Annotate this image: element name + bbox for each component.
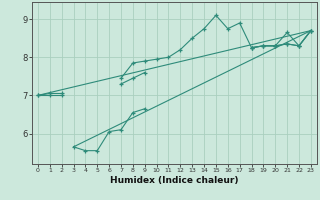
X-axis label: Humidex (Indice chaleur): Humidex (Indice chaleur) <box>110 176 239 185</box>
